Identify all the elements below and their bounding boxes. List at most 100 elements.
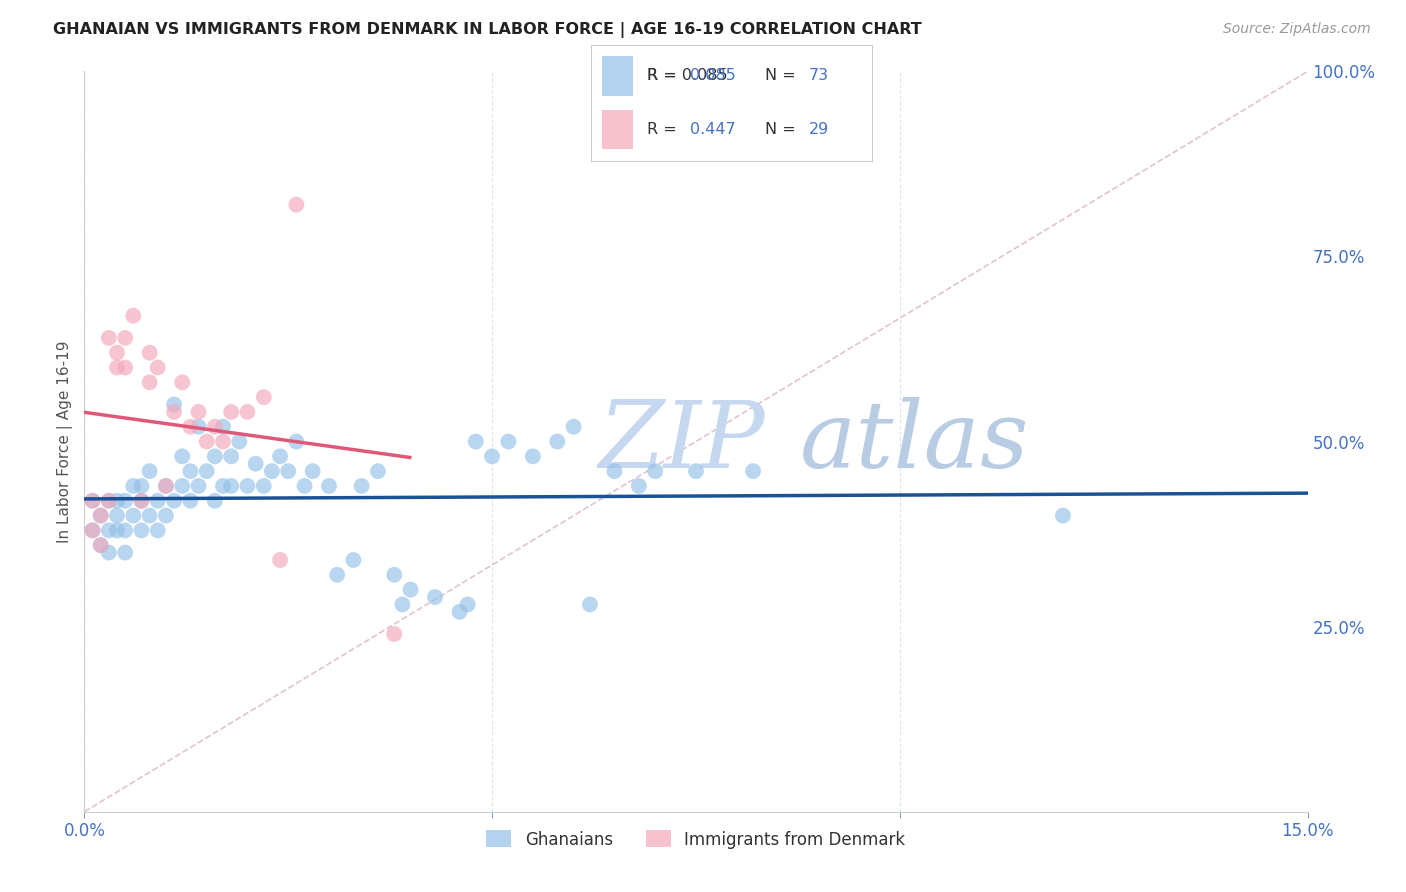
Text: R =: R =	[647, 121, 682, 136]
Point	[245, 457, 267, 471]
Bar	[602, 56, 633, 95]
Text: 29: 29	[808, 121, 828, 136]
Point	[114, 360, 136, 375]
Point	[179, 464, 201, 478]
Text: GHANAIAN VS IMMIGRANTS FROM DENMARK IN LABOR FORCE | AGE 16-19 CORRELATION CHART: GHANAIAN VS IMMIGRANTS FROM DENMARK IN L…	[53, 22, 922, 38]
Point	[464, 434, 486, 449]
Point	[742, 464, 765, 478]
Point	[105, 508, 128, 523]
Point	[382, 567, 405, 582]
Point	[90, 508, 112, 523]
Point	[131, 493, 153, 508]
Point	[172, 450, 194, 464]
Text: atlas: atlas	[800, 397, 1029, 486]
Point	[131, 524, 153, 538]
Point	[82, 524, 104, 538]
Point	[204, 450, 226, 464]
Point	[138, 464, 160, 478]
Point	[269, 553, 291, 567]
Point	[391, 598, 413, 612]
Point	[1052, 508, 1074, 523]
Point	[236, 479, 259, 493]
Text: Source: ZipAtlas.com: Source: ZipAtlas.com	[1223, 22, 1371, 37]
Point	[163, 398, 186, 412]
Text: 73: 73	[808, 69, 828, 84]
Point	[138, 376, 160, 390]
Point	[253, 390, 276, 404]
Text: N =: N =	[765, 69, 801, 84]
Point	[253, 479, 276, 493]
Point	[114, 524, 136, 538]
Point	[195, 464, 218, 478]
Point	[399, 582, 422, 597]
Point	[457, 598, 479, 612]
Point	[449, 605, 471, 619]
Bar	[602, 110, 633, 149]
Point	[114, 546, 136, 560]
Point	[204, 419, 226, 434]
Point	[114, 331, 136, 345]
Point	[522, 450, 544, 464]
Point	[562, 419, 585, 434]
Point	[155, 479, 177, 493]
Point	[131, 479, 153, 493]
Text: ZIP: ZIP	[598, 397, 765, 486]
Point	[579, 598, 602, 612]
Point	[138, 508, 160, 523]
Point	[82, 524, 104, 538]
Point	[219, 479, 242, 493]
Point	[498, 434, 520, 449]
Point	[155, 479, 177, 493]
Point	[269, 450, 291, 464]
Point	[97, 546, 120, 560]
Point	[172, 376, 194, 390]
Point	[350, 479, 373, 493]
Point	[228, 434, 250, 449]
Point	[644, 464, 666, 478]
Point	[219, 450, 242, 464]
Point	[187, 479, 209, 493]
Point	[155, 508, 177, 523]
Point	[163, 493, 186, 508]
Point	[105, 493, 128, 508]
Point	[179, 419, 201, 434]
Point	[90, 508, 112, 523]
Point	[204, 493, 226, 508]
Point	[277, 464, 299, 478]
Text: R =: R =	[647, 69, 682, 84]
Text: N =: N =	[765, 121, 801, 136]
Point	[138, 345, 160, 359]
Point	[187, 419, 209, 434]
Point	[179, 493, 201, 508]
Point	[146, 493, 169, 508]
Point	[627, 479, 650, 493]
Point	[146, 524, 169, 538]
Text: 0.447: 0.447	[690, 121, 735, 136]
Point	[481, 450, 503, 464]
Point	[187, 405, 209, 419]
Point	[195, 434, 218, 449]
Point	[212, 479, 235, 493]
Point	[367, 464, 389, 478]
Point	[423, 590, 446, 604]
Point	[146, 360, 169, 375]
Point	[212, 434, 235, 449]
Point	[301, 464, 323, 478]
Point	[342, 553, 364, 567]
Point	[122, 309, 145, 323]
Text: 0.085: 0.085	[690, 69, 737, 84]
Point	[260, 464, 283, 478]
Point	[82, 493, 104, 508]
Point	[212, 419, 235, 434]
Point	[172, 479, 194, 493]
Point	[97, 493, 120, 508]
Point	[97, 331, 120, 345]
Legend: Ghanaians, Immigrants from Denmark: Ghanaians, Immigrants from Denmark	[479, 823, 912, 855]
Point	[105, 360, 128, 375]
Point	[90, 538, 112, 552]
Point	[163, 405, 186, 419]
Y-axis label: In Labor Force | Age 16-19: In Labor Force | Age 16-19	[58, 340, 73, 543]
Point	[326, 567, 349, 582]
Point	[236, 405, 259, 419]
Point	[114, 493, 136, 508]
